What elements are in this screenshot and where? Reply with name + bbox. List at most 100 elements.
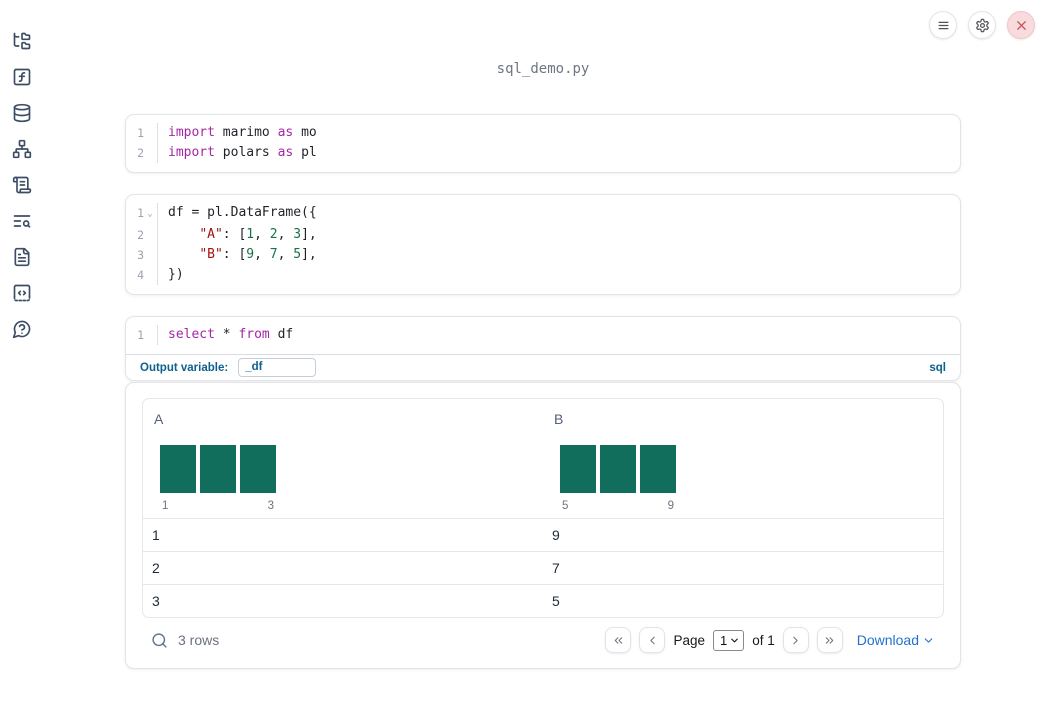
chevrons-left-icon: [614, 636, 623, 644]
text-search-icon: [13, 215, 31, 228]
table-footer: 3 rows Page 1 of 1: [142, 618, 944, 662]
scroll-text-icon: [12, 176, 32, 194]
sidebar-item-help[interactable]: [0, 311, 44, 347]
sql-cell-footer: Output variable: _df sql: [126, 354, 960, 380]
code-editor[interactable]: 1 import marimo as mo 2 import polars as pl: [126, 115, 960, 172]
fold-chevron-icon[interactable]: ⌄: [147, 209, 153, 219]
code-cell-dataframe[interactable]: 1 ⌄ df = pl.DataFrame({2 "A": [1, 2, 3], 3 …: [125, 194, 961, 295]
close-x-icon: [1016, 20, 1026, 30]
code-line[interactable]: 2 "A": [1, 2, 3],: [126, 225, 960, 245]
code-line[interactable]: 3 "B": [9, 7, 5],: [126, 245, 960, 265]
network-icon: [12, 139, 32, 159]
sidebar-item-logs[interactable]: [0, 203, 44, 239]
line-number-gutter: 2: [126, 225, 158, 245]
page-of-label: of 1: [752, 632, 775, 648]
table-cell: 2: [152, 560, 160, 576]
line-number-gutter: 4: [126, 265, 158, 285]
code-square-icon: [13, 284, 31, 302]
table-cell: 1: [152, 527, 160, 543]
sidebar-item-variables[interactable]: [0, 59, 44, 95]
column-name[interactable]: A: [154, 411, 164, 427]
sidebar-item-file-explorer[interactable]: [0, 23, 44, 59]
code-line[interactable]: 1 select * from df: [126, 325, 960, 345]
code-line[interactable]: 4}): [126, 265, 960, 285]
gear-icon: [975, 18, 989, 32]
settings-button[interactable]: [968, 11, 996, 39]
chevron-down-icon: [924, 637, 933, 643]
histogram-bar: [600, 445, 636, 493]
histogram-bar: [200, 445, 236, 493]
code-cell-imports[interactable]: 1 import marimo as mo 2 import polars as pl: [125, 114, 961, 173]
table-cell: 3: [152, 593, 160, 609]
download-button[interactable]: Download: [857, 632, 935, 648]
next-page-button[interactable]: [782, 627, 809, 653]
column-histogram: [560, 445, 933, 493]
chevron-down-icon: [731, 638, 739, 642]
code-line[interactable]: 1 import marimo as mo: [126, 123, 960, 143]
folder-tree-icon: [13, 32, 31, 50]
page-select[interactable]: 1: [712, 629, 745, 651]
histogram-bar: [640, 445, 676, 493]
notebook-menu-button[interactable]: [929, 11, 957, 39]
prev-page-button[interactable]: [639, 627, 666, 653]
notebook-content: sql_demo.py 1 import marimo as mo 2 import …: [125, 0, 961, 669]
page-select-value: 1: [719, 632, 728, 648]
output-variable-input[interactable]: _df: [238, 358, 317, 377]
table-cell: 5: [552, 593, 560, 609]
page-label: Page: [673, 632, 705, 648]
code-line[interactable]: 2 import polars as pl: [126, 143, 960, 163]
output-variable-label: Output variable:: [140, 361, 229, 374]
sidebar-item-snippets[interactable]: [0, 275, 44, 311]
sql-language-badge[interactable]: sql: [929, 361, 946, 374]
line-number-gutter: 2: [126, 143, 158, 163]
sidebar-item-scratchpad[interactable]: [0, 167, 44, 203]
last-page-button[interactable]: [816, 627, 843, 653]
histogram-bar: [240, 445, 276, 493]
histogram-bar: [160, 445, 196, 493]
help-circle-icon: [12, 320, 31, 339]
search-icon: [152, 632, 167, 648]
file-text-icon: [14, 247, 30, 267]
column-histogram: [160, 445, 533, 493]
first-page-button[interactable]: [605, 627, 632, 653]
sql-cell[interactable]: 1 select * from df Output variable: _df s…: [125, 316, 961, 381]
download-label: Download: [856, 632, 919, 648]
helper-panel-sidebar: [0, 0, 44, 347]
shutdown-button[interactable]: [1007, 11, 1035, 39]
sql-editor[interactable]: 1 select * from df: [126, 317, 960, 354]
table-cell: 9: [552, 527, 560, 543]
pagination: Page 1 of 1: [605, 627, 843, 653]
line-number-gutter: 3: [126, 245, 158, 265]
chevrons-right-icon: [825, 636, 834, 644]
chevron-left-icon: [650, 636, 655, 644]
line-number-gutter: 1 ⌄: [126, 203, 158, 225]
code-line[interactable]: 1 ⌄ df = pl.DataFrame({: [126, 203, 960, 225]
notebook-filename[interactable]: sql_demo.py: [496, 61, 590, 77]
database-icon: [13, 103, 31, 123]
chevron-right-icon: [793, 636, 798, 644]
line-number-gutter: 1: [126, 123, 158, 143]
table-cell: 7: [552, 560, 560, 576]
sidebar-item-documentation[interactable]: [0, 239, 44, 275]
function-square-icon: [13, 68, 31, 86]
sidebar-item-dependency-graph[interactable]: [0, 131, 44, 167]
sidebar-item-data-sources[interactable]: [0, 95, 44, 131]
column-name[interactable]: B: [554, 411, 564, 427]
table-search-button[interactable]: [151, 632, 168, 649]
hamburger-icon: [938, 21, 948, 29]
line-number-gutter: 1: [126, 325, 158, 345]
histogram-bar: [560, 445, 596, 493]
window-controls: [929, 11, 1035, 39]
row-count: 3 rows: [178, 632, 220, 648]
code-editor[interactable]: 1 ⌄ df = pl.DataFrame({2 "A": [1, 2, 3], 3 …: [126, 195, 960, 294]
